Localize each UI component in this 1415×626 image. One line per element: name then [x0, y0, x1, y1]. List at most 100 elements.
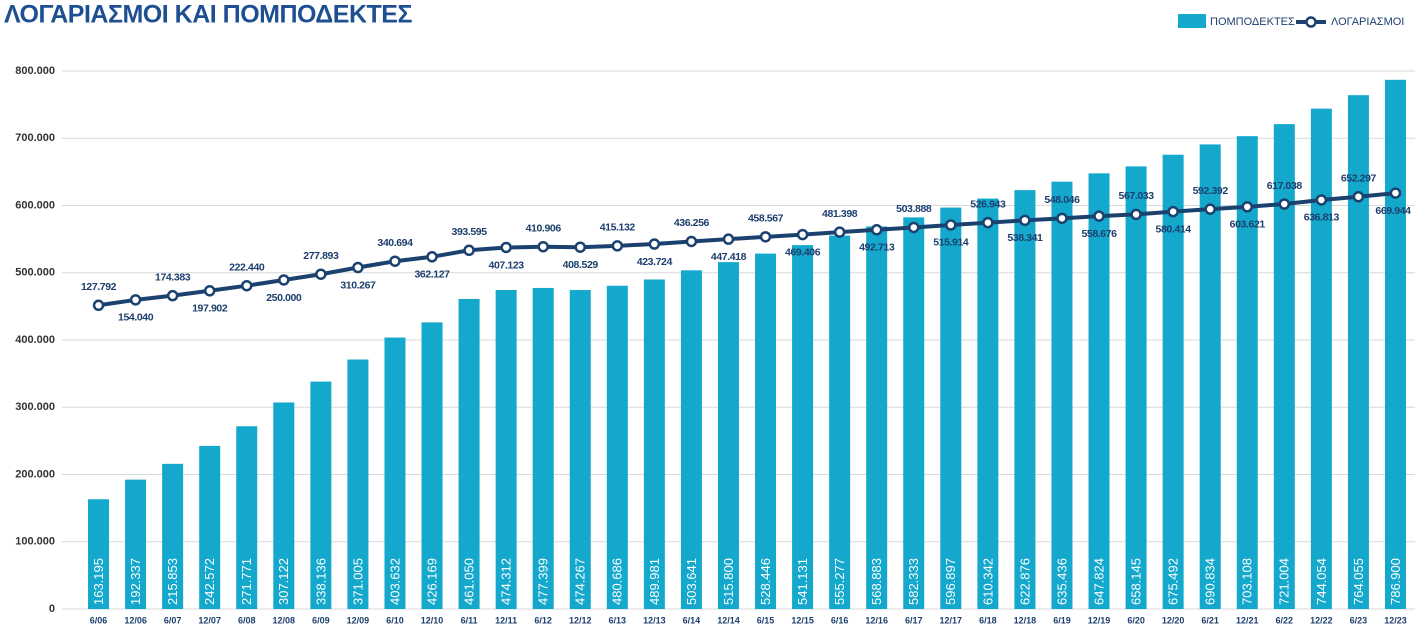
- line-marker: [982, 216, 994, 229]
- x-tick-label: 6/11: [461, 615, 478, 625]
- bar: [755, 253, 777, 610]
- x-tick-label: 12/19: [1088, 615, 1111, 625]
- line-value-label: 580.414: [1156, 223, 1192, 235]
- line-marker: [1204, 203, 1216, 215]
- bar-value-label: 675.492: [1166, 558, 1181, 605]
- line-marker: [315, 268, 327, 280]
- x-tick-label: 12/21: [1236, 615, 1259, 625]
- bar: [532, 287, 554, 609]
- bar: [273, 402, 295, 609]
- x-tick-label: 6/08: [238, 615, 256, 625]
- line-value-label: 410.906: [526, 222, 562, 234]
- legend-marker: [1305, 16, 1317, 28]
- bar-value-label: 242.572: [202, 558, 217, 605]
- line-value-label: 423.724: [637, 256, 673, 268]
- bar: [1310, 108, 1332, 609]
- y-tick-label: 0: [49, 603, 55, 615]
- line-marker: [1315, 194, 1328, 206]
- line-marker: [870, 224, 883, 236]
- bar: [866, 226, 888, 609]
- line-marker: [463, 244, 475, 257]
- line-value-label: 447.418: [711, 251, 747, 263]
- x-tick-label: 6/06: [90, 615, 108, 625]
- x-tick-label: 12/18: [1014, 615, 1037, 625]
- y-tick-label: 800.000: [15, 65, 55, 77]
- x-tick-label: 6/18: [979, 615, 997, 625]
- line-value-label: 407.123: [489, 259, 525, 271]
- line-value-label: 340.694: [377, 237, 413, 249]
- bar-value-label: 541.131: [795, 558, 810, 605]
- x-tick-label: 12/07: [198, 615, 221, 625]
- x-tick-label: 12/16: [865, 615, 888, 625]
- line-value-label: 669.944: [1375, 205, 1411, 217]
- bar: [421, 322, 443, 609]
- x-tick-label: 6/22: [1276, 615, 1294, 625]
- bar: [643, 279, 665, 609]
- bar: [347, 359, 369, 609]
- bar: [125, 479, 147, 609]
- line-value-label: 526.943: [970, 198, 1006, 210]
- bar: [829, 235, 851, 609]
- line-marker: [796, 228, 809, 241]
- line-marker: [759, 231, 772, 243]
- bar-value-label: 635.436: [1054, 558, 1069, 605]
- x-tick-label: 6/15: [757, 615, 775, 625]
- line-value-label: 503.888: [896, 203, 932, 215]
- line-value-label: 250.000: [266, 292, 302, 304]
- bar-value-label: 555.277: [832, 558, 847, 605]
- line-value-label: 652.297: [1341, 173, 1377, 185]
- bar-value-label: 582.333: [906, 558, 921, 605]
- x-tick-label: 6/16: [831, 615, 849, 625]
- x-tick-label: 6/21: [1201, 615, 1219, 625]
- bar-value-label: 690.834: [1203, 558, 1218, 605]
- x-tick-label: 12/15: [791, 615, 814, 625]
- bar: [458, 298, 480, 609]
- line-marker: [166, 289, 179, 302]
- line-value-label: 458.567: [748, 213, 784, 225]
- x-tick-label: 12/10: [421, 615, 444, 625]
- bar: [1347, 95, 1369, 609]
- bar-value-label: 271.771: [239, 558, 254, 605]
- line-marker: [1241, 201, 1253, 213]
- line-value-label: 617.038: [1267, 180, 1303, 192]
- line-value-label: 277.893: [303, 250, 339, 262]
- bar: [977, 198, 999, 610]
- line-marker: [278, 274, 290, 286]
- line-marker: [1167, 205, 1179, 218]
- bar: [680, 270, 702, 609]
- bar-value-label: 307.122: [276, 558, 291, 605]
- bar: [1236, 136, 1258, 610]
- bar: [792, 245, 814, 609]
- x-tick-label: 12/20: [1162, 615, 1185, 625]
- bar-value-label: 610.342: [980, 558, 995, 605]
- bar: [569, 290, 591, 609]
- bar-value-label: 474.312: [499, 558, 514, 605]
- bar-value-label: 647.824: [1091, 558, 1106, 605]
- bar: [1273, 124, 1295, 609]
- x-tick-label: 12/09: [347, 615, 370, 625]
- y-tick-label: 400.000: [15, 334, 55, 346]
- line-value-label: 436.256: [674, 217, 710, 229]
- line-value-label: 197.902: [192, 303, 228, 315]
- bar-value-label: 721.004: [1277, 558, 1292, 605]
- line-marker: [648, 238, 661, 250]
- x-tick-label: 12/17: [940, 615, 963, 625]
- bar: [495, 290, 517, 609]
- line-marker: [908, 221, 920, 234]
- bar: [1088, 173, 1110, 609]
- line-marker: [1056, 212, 1068, 225]
- bar-value-label: 703.108: [1240, 558, 1255, 605]
- line-marker: [92, 299, 105, 312]
- line-marker: [1389, 187, 1402, 199]
- bar: [1199, 144, 1221, 610]
- line: [98, 191, 1396, 308]
- y-tick-label: 600.000: [15, 199, 55, 211]
- bar-value-label: 480.686: [610, 558, 625, 605]
- bar: [940, 207, 962, 609]
- bar: [606, 285, 628, 609]
- bar: [1051, 181, 1073, 609]
- line-value-label: 592.392: [1193, 185, 1229, 197]
- line-marker: [203, 285, 216, 297]
- bar-value-label: 426.169: [424, 558, 439, 605]
- chart-title: ΛΟΓΑΡΙΑΣΜΟΙ ΚΑΙ ΠΟΜΠΟΔΕΚΤΕΣ: [4, 1, 412, 29]
